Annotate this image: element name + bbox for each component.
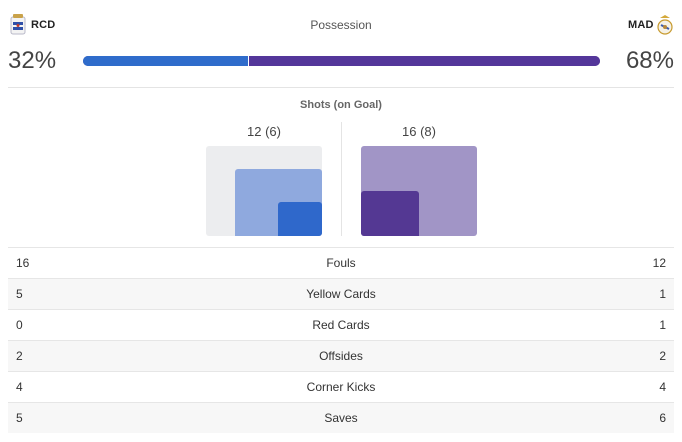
stat-home-value: 5 [16,287,23,301]
home-shots-on-goal-block [278,202,322,236]
away-shots-value: 16 (8) [402,124,436,139]
home-possession-value: 32% [8,47,57,74]
away-possession-value: 68% [625,47,674,74]
stat-away-value: 1 [659,318,666,332]
stat-home-value: 16 [16,256,30,270]
home-possession-fill [83,56,249,66]
stat-away-value: 6 [659,411,666,425]
stat-row-fouls: 16 Fouls 12 [8,247,674,278]
stat-away-value: 4 [659,380,666,394]
away-shots-on-goal-block [361,191,419,236]
home-team-abbr: RCD [31,19,56,31]
stat-label: Yellow Cards [306,287,376,301]
home-shots-graphic [206,146,322,236]
stat-home-value: 0 [16,318,23,332]
possession-title: Possession [310,18,372,32]
stat-row-red-cards: 0 Red Cards 1 [8,309,674,340]
stat-home-value: 5 [16,411,23,425]
stat-label: Corner Kicks [306,380,376,394]
stat-label: Offsides [319,349,363,363]
stat-label: Red Cards [312,318,370,332]
shots-separator [341,122,342,236]
away-possession-fill [249,56,600,66]
possession-divider [248,56,250,66]
stat-label: Saves [324,411,358,425]
stat-away-value: 12 [652,256,666,270]
home-shots-value: 12 (6) [247,124,281,139]
stat-row-yellow-cards: 5 Yellow Cards 1 [8,278,674,309]
stat-away-value: 1 [659,287,666,301]
stat-row-corner-kicks: 4 Corner Kicks 4 [8,371,674,402]
home-team-crest-icon [8,14,28,36]
section-divider [8,87,674,88]
away-team-abbr: MAD [628,19,654,31]
stat-home-value: 4 [16,380,23,394]
stat-home-value: 2 [16,349,23,363]
away-shots-graphic [361,146,477,236]
stat-label: Fouls [326,256,356,270]
shots-title: Shots (on Goal) [300,99,382,111]
stat-row-offsides: 2 Offsides 2 [8,340,674,371]
stats-table: 16 Fouls 12 5 Yellow Cards 1 0 Red Cards… [8,247,674,433]
stat-away-value: 2 [659,349,666,363]
stat-row-saves: 5 Saves 6 [8,402,674,433]
away-team-crest-icon [655,14,675,36]
possession-bar [83,56,600,66]
